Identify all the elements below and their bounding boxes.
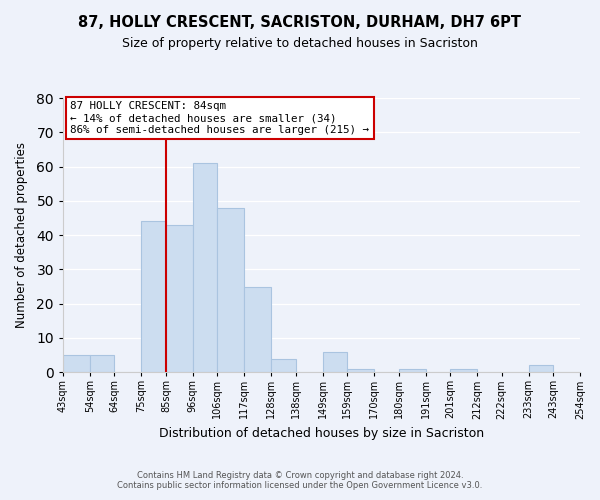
Bar — [217, 208, 244, 372]
Bar — [347, 369, 374, 372]
Bar — [90, 355, 115, 372]
Bar — [193, 163, 217, 372]
X-axis label: Distribution of detached houses by size in Sacriston: Distribution of detached houses by size … — [159, 427, 484, 440]
Bar — [271, 358, 296, 372]
Text: 87, HOLLY CRESCENT, SACRISTON, DURHAM, DH7 6PT: 87, HOLLY CRESCENT, SACRISTON, DURHAM, D… — [79, 15, 521, 30]
Text: 87 HOLLY CRESCENT: 84sqm
← 14% of detached houses are smaller (34)
86% of semi-d: 87 HOLLY CRESCENT: 84sqm ← 14% of detach… — [70, 102, 370, 134]
Bar — [529, 366, 553, 372]
Bar — [244, 286, 271, 372]
Bar — [142, 222, 166, 372]
Bar — [323, 352, 347, 372]
Text: Size of property relative to detached houses in Sacriston: Size of property relative to detached ho… — [122, 38, 478, 51]
Bar — [398, 369, 425, 372]
Bar — [63, 355, 90, 372]
Bar — [450, 369, 477, 372]
Bar — [166, 225, 193, 372]
Text: Contains HM Land Registry data © Crown copyright and database right 2024.
Contai: Contains HM Land Registry data © Crown c… — [118, 470, 482, 490]
Y-axis label: Number of detached properties: Number of detached properties — [15, 142, 28, 328]
